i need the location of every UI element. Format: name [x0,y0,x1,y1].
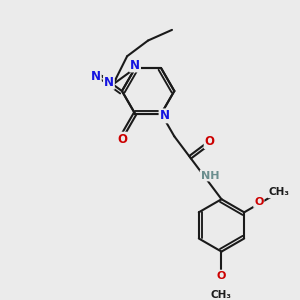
Text: NH: NH [201,170,219,181]
Text: O: O [254,197,263,207]
Text: O: O [117,133,127,146]
Text: N: N [104,76,114,89]
Text: N: N [130,58,140,71]
Text: N: N [91,70,101,83]
Text: O: O [217,271,226,281]
Text: N: N [160,110,170,122]
Text: CH₃: CH₃ [268,187,289,197]
Text: O: O [205,135,214,148]
Text: CH₃: CH₃ [211,290,232,300]
